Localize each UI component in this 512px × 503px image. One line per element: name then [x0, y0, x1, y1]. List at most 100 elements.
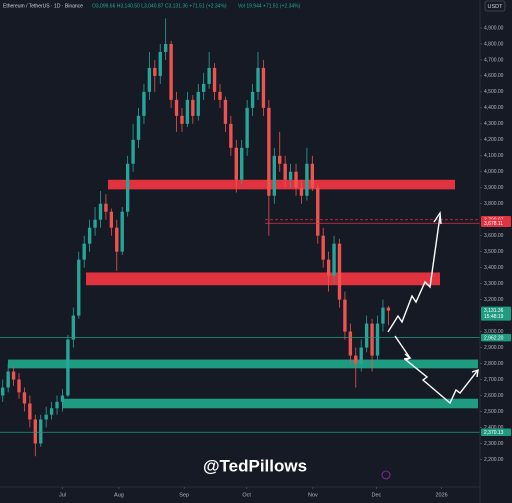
candle-body — [212, 67, 217, 92]
y-tick-label: 4,700.00 — [484, 57, 504, 63]
y-tick-label: 3,800.00 — [484, 201, 504, 207]
y-tick-label: 4,100.00 — [484, 153, 504, 159]
price-label: 2,370.13 — [484, 430, 504, 436]
projection-arrows — [387, 210, 479, 405]
price-label-box — [481, 306, 511, 321]
y-tick-label: 3,200.00 — [484, 297, 504, 303]
candle-body — [310, 163, 315, 188]
watermark: @TedPillows — [203, 456, 307, 475]
y-tick-label: 2,800.00 — [484, 361, 504, 367]
y-tick-label: 4,900.00 — [484, 25, 504, 31]
candle-body — [299, 187, 304, 196]
arrow-end-head — [471, 368, 479, 378]
candle-body — [1, 387, 5, 396]
candle-body — [142, 91, 146, 116]
candle-body — [109, 211, 114, 228]
candle-body — [60, 395, 65, 402]
candle-body — [316, 187, 320, 236]
candle-body — [33, 419, 37, 444]
zone — [108, 179, 455, 190]
arrow-up-path — [387, 215, 441, 333]
candle-body — [115, 227, 119, 252]
symbol: Ethereum / TetherUS · 1D · Binance — [3, 3, 83, 9]
zone — [62, 398, 478, 409]
candle-body — [136, 115, 141, 140]
candle-body — [153, 67, 157, 76]
x-tick-label: Oct — [242, 492, 251, 498]
price-label-box — [481, 428, 511, 436]
candle-body — [375, 323, 380, 356]
arrow-up-head — [433, 210, 442, 225]
x-tick-label: Jul — [59, 492, 66, 498]
price-label-box — [481, 333, 511, 342]
y-tick-label: 4,600.00 — [484, 73, 504, 79]
y-tick-label: 2,300.00 — [484, 441, 504, 447]
y-tick-label: 3,000.00 — [484, 329, 504, 335]
y-tick-label: 4,400.00 — [484, 105, 504, 111]
y-tick-label: 4,000.00 — [484, 169, 504, 175]
candle-body — [22, 392, 27, 404]
candle-body — [261, 67, 266, 108]
candle-body — [87, 227, 92, 244]
candle-body — [98, 203, 103, 220]
y-tick-label: 4,300.00 — [484, 121, 504, 127]
y-tick-label: 2,900.00 — [484, 345, 504, 351]
candle-body — [337, 243, 342, 300]
candle-body — [326, 259, 331, 276]
x-tick-label: Aug — [114, 492, 124, 498]
x-tick-label: Nov — [308, 492, 318, 498]
candle-body — [104, 203, 108, 212]
y-tick-label: 3,300.00 — [484, 281, 504, 287]
candle-body — [71, 315, 76, 340]
candle-body — [49, 408, 54, 415]
candle-body — [158, 51, 162, 76]
candle-body — [196, 91, 200, 116]
candle-body — [245, 107, 249, 148]
candle-body — [267, 107, 271, 196]
currency-box[interactable] — [484, 0, 506, 12]
y-tick-label: 4,200.00 — [484, 137, 504, 143]
levels — [0, 219, 480, 433]
candle-body — [44, 414, 48, 420]
candle-body — [343, 299, 347, 332]
candle-body — [147, 67, 152, 92]
price-label-box — [481, 219, 511, 227]
candle-body — [354, 355, 358, 364]
candle-body — [250, 91, 255, 108]
y-tick-label: 2,400.00 — [484, 425, 504, 431]
candle-body — [191, 99, 195, 116]
candle-body — [169, 43, 173, 100]
y-tick-label: 3,500.00 — [484, 249, 504, 255]
candle-body — [207, 67, 211, 84]
candle-body — [278, 155, 282, 164]
candle-body — [240, 147, 244, 180]
candle-body — [77, 259, 81, 316]
candle-body — [55, 401, 59, 409]
candle-body — [174, 99, 179, 116]
candle-body — [348, 331, 353, 356]
y-tick-label: 2,500.00 — [484, 409, 504, 415]
time-axis: Jul Aug Sep Oct Nov Dec 2026 — [59, 487, 448, 498]
candle-body — [283, 163, 287, 180]
candle-body — [294, 171, 298, 188]
y-tick-label: 3,400.00 — [484, 265, 504, 271]
candle-body — [223, 99, 228, 124]
event-icon[interactable] — [381, 470, 391, 480]
x-tick-label: 2026 — [435, 492, 447, 498]
candle-body — [386, 307, 391, 311]
candle-body — [229, 123, 233, 148]
price-label: 3,131.36 — [484, 308, 504, 314]
candle-body — [234, 147, 238, 180]
candle-body — [39, 419, 43, 444]
candle-body — [125, 163, 130, 212]
candle-body — [381, 307, 385, 324]
x-tick-label: Dec — [372, 492, 382, 498]
candle-body — [131, 139, 135, 164]
candle-body — [93, 219, 97, 228]
currency[interactable]: USDT — [488, 4, 504, 10]
candle-body — [364, 323, 369, 348]
zone — [86, 272, 440, 286]
ohlc: O3,099.66 H3,140.50 L3,040.87 C3,131.36 … — [92, 3, 227, 9]
price-axis: 4,900.00 4,800.00 4,700.00 4,600.00 4,500.00… — [480, 25, 511, 463]
